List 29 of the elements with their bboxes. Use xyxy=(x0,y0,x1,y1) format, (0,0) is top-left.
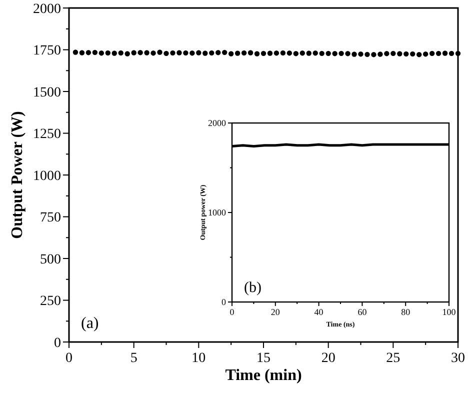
x-tick-label: 15 xyxy=(256,351,270,366)
y-tick-label: 500 xyxy=(40,252,61,268)
x-tick-label: 5 xyxy=(130,351,138,366)
x-tick-label: 20 xyxy=(321,351,336,366)
y-tick-label: 1000 xyxy=(33,168,61,184)
x-tick-label: 20 xyxy=(270,307,280,317)
y-tick-label: 1250 xyxy=(33,127,61,142)
y-tick-label: 1500 xyxy=(33,85,61,100)
annotation: (b) xyxy=(244,280,262,296)
y-tick-label: 750 xyxy=(40,210,61,226)
x-tick-label: 60 xyxy=(358,307,368,317)
y-tick-label: 0 xyxy=(222,297,226,308)
x-tick-label: 80 xyxy=(401,307,411,317)
x-tick-label: 40 xyxy=(314,307,324,317)
y-tick-label: 2000 xyxy=(208,118,226,128)
x-tick-label: 30 xyxy=(451,351,465,366)
y-axis-title: Output Power (W) xyxy=(9,111,26,239)
y-tick-label: 2000 xyxy=(33,2,61,17)
x-tick-label: 0 xyxy=(230,307,235,317)
y-tick-label: 1000 xyxy=(208,208,226,218)
y-tick-label: 250 xyxy=(40,294,61,310)
x-axis-title: Time (min) xyxy=(225,367,302,384)
x-tick-label: 100 xyxy=(442,307,456,317)
y-tick-label: 1750 xyxy=(33,44,61,59)
annotation: (a) xyxy=(81,315,99,332)
y-tick-label: 0 xyxy=(54,336,61,351)
x-tick-label: 10 xyxy=(192,351,206,366)
x-tick-label: 0 xyxy=(66,351,72,366)
x-tick-label: 25 xyxy=(386,351,400,366)
